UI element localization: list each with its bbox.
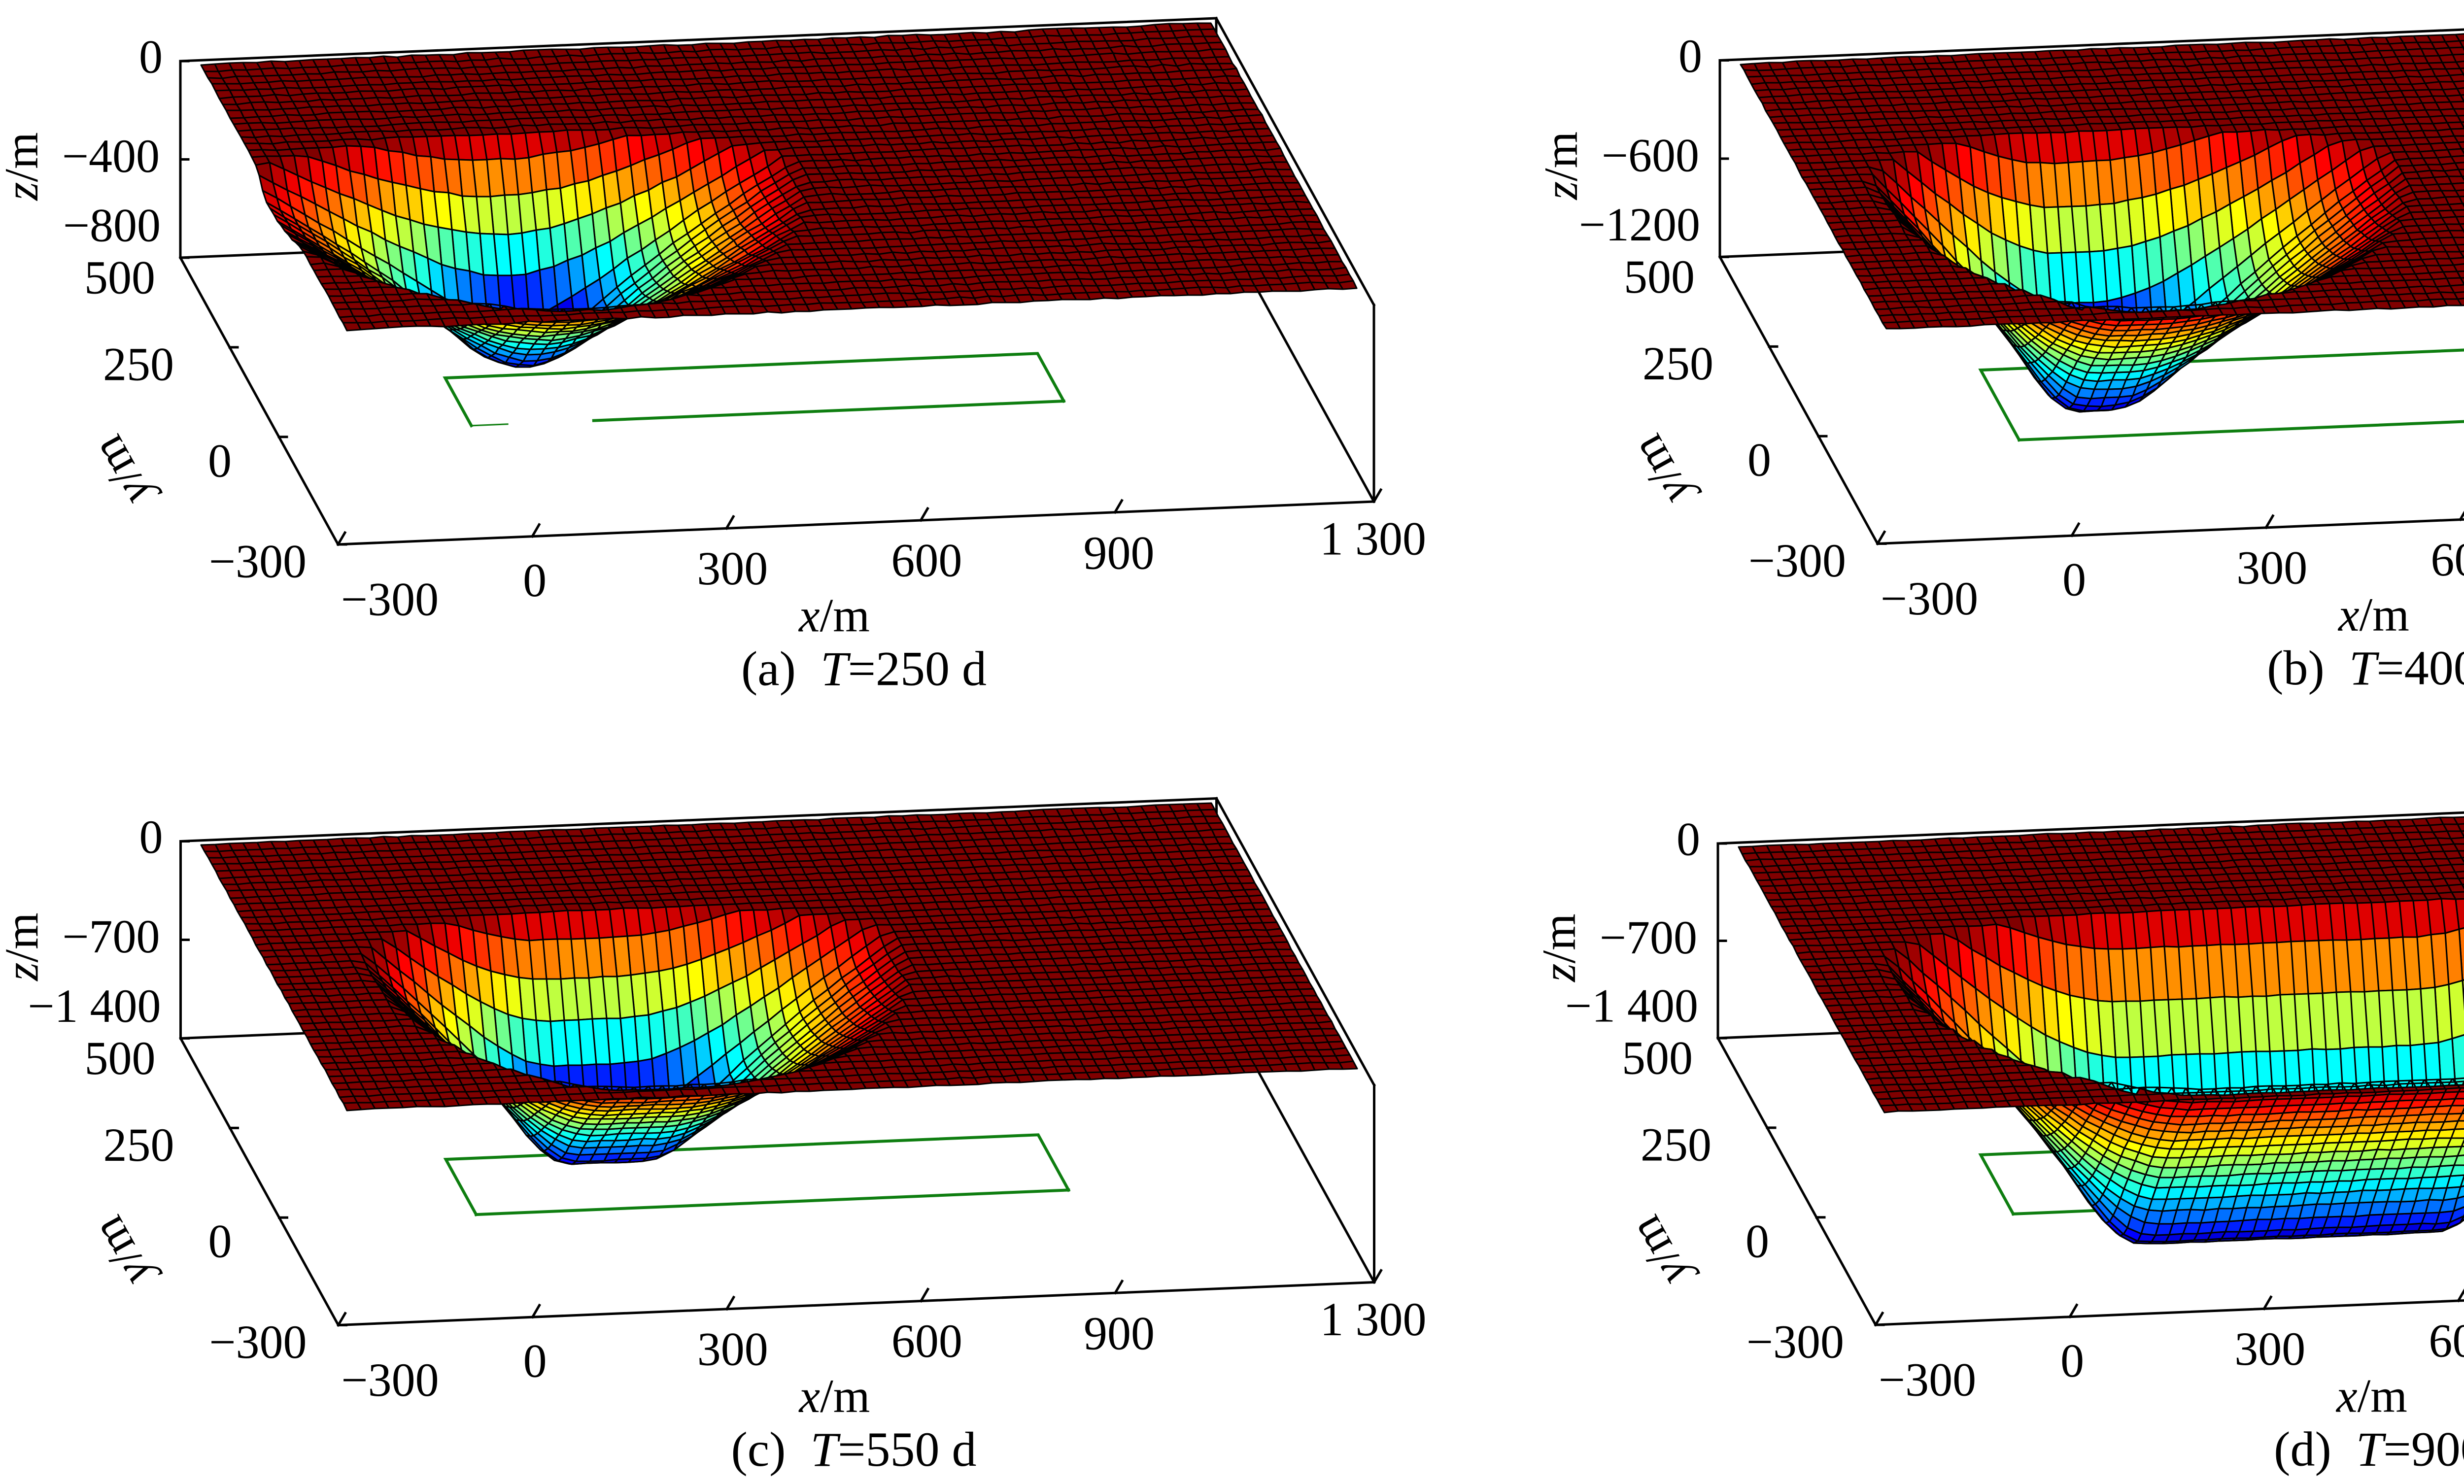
svg-text:500: 500 xyxy=(1624,250,1695,303)
svg-text:300: 300 xyxy=(697,542,768,595)
svg-text:−1 400: −1 400 xyxy=(1565,979,1698,1032)
svg-text:600: 600 xyxy=(891,534,962,587)
svg-text:1 300: 1 300 xyxy=(1320,1293,1427,1346)
svg-text:−1 400: −1 400 xyxy=(28,979,161,1032)
svg-text:900: 900 xyxy=(1084,526,1155,579)
svg-text:600: 600 xyxy=(891,1315,962,1367)
svg-text:250: 250 xyxy=(103,1118,174,1171)
svg-text:−300: −300 xyxy=(341,573,439,626)
svg-text:(b) T=400 d: (b) T=400 d xyxy=(2267,641,2464,695)
svg-text:0: 0 xyxy=(523,1335,547,1387)
svg-text:0: 0 xyxy=(208,434,232,487)
svg-text:0: 0 xyxy=(1747,434,1771,486)
svg-text:x/m: x/m xyxy=(2335,1369,2407,1422)
svg-text:1 300: 1 300 xyxy=(1320,512,1426,565)
svg-text:z/m: z/m xyxy=(0,132,48,202)
svg-text:300: 300 xyxy=(697,1322,768,1375)
svg-text:−700: −700 xyxy=(62,910,160,963)
svg-text:−300: −300 xyxy=(1879,1353,1976,1406)
svg-text:−800: −800 xyxy=(63,199,161,252)
svg-text:600: 600 xyxy=(2429,1315,2464,1367)
svg-text:−300: −300 xyxy=(1746,1315,1844,1368)
svg-text:0: 0 xyxy=(1678,30,1702,82)
svg-text:z/m: z/m xyxy=(1535,132,1587,201)
svg-text:0: 0 xyxy=(139,810,163,863)
svg-text:(d) T=900 d: (d) T=900 d xyxy=(2274,1422,2464,1477)
svg-text:z/m: z/m xyxy=(0,912,48,982)
svg-text:−400: −400 xyxy=(62,130,160,182)
svg-text:500: 500 xyxy=(85,1032,156,1084)
svg-text:−1200: −1200 xyxy=(1579,198,1700,251)
svg-text:−300: −300 xyxy=(209,535,307,588)
svg-text:900: 900 xyxy=(1084,1307,1155,1360)
svg-text:−300: −300 xyxy=(1881,572,1978,625)
svg-text:300: 300 xyxy=(2236,541,2307,594)
svg-text:−600: −600 xyxy=(1602,129,1699,182)
svg-text:−300: −300 xyxy=(1748,534,1846,587)
svg-text:250: 250 xyxy=(1641,1118,1711,1171)
svg-text:x/m: x/m xyxy=(798,1370,870,1422)
svg-text:250: 250 xyxy=(103,337,174,390)
svg-text:500: 500 xyxy=(1622,1032,1693,1084)
svg-text:600: 600 xyxy=(2430,533,2464,586)
svg-text:250: 250 xyxy=(1643,337,1713,390)
svg-text:−300: −300 xyxy=(209,1315,307,1368)
svg-text:−700: −700 xyxy=(1600,911,1697,964)
svg-text:500: 500 xyxy=(84,251,155,304)
svg-text:0: 0 xyxy=(208,1215,232,1268)
svg-text:0: 0 xyxy=(2060,1334,2084,1387)
svg-text:0: 0 xyxy=(523,554,547,607)
svg-text:300: 300 xyxy=(2234,1322,2305,1375)
svg-text:0: 0 xyxy=(139,31,163,83)
svg-text:x/m: x/m xyxy=(798,589,870,641)
svg-text:(a) T=250 d: (a) T=250 d xyxy=(741,641,987,696)
svg-text:z/m: z/m xyxy=(1533,913,1585,983)
svg-text:0: 0 xyxy=(2062,553,2086,606)
svg-text:0: 0 xyxy=(1745,1214,1769,1267)
svg-text:−300: −300 xyxy=(341,1353,439,1406)
svg-text:0: 0 xyxy=(1677,813,1700,866)
svg-text:x/m: x/m xyxy=(2337,588,2409,641)
svg-text:(c) T=550 d: (c) T=550 d xyxy=(731,1422,976,1477)
